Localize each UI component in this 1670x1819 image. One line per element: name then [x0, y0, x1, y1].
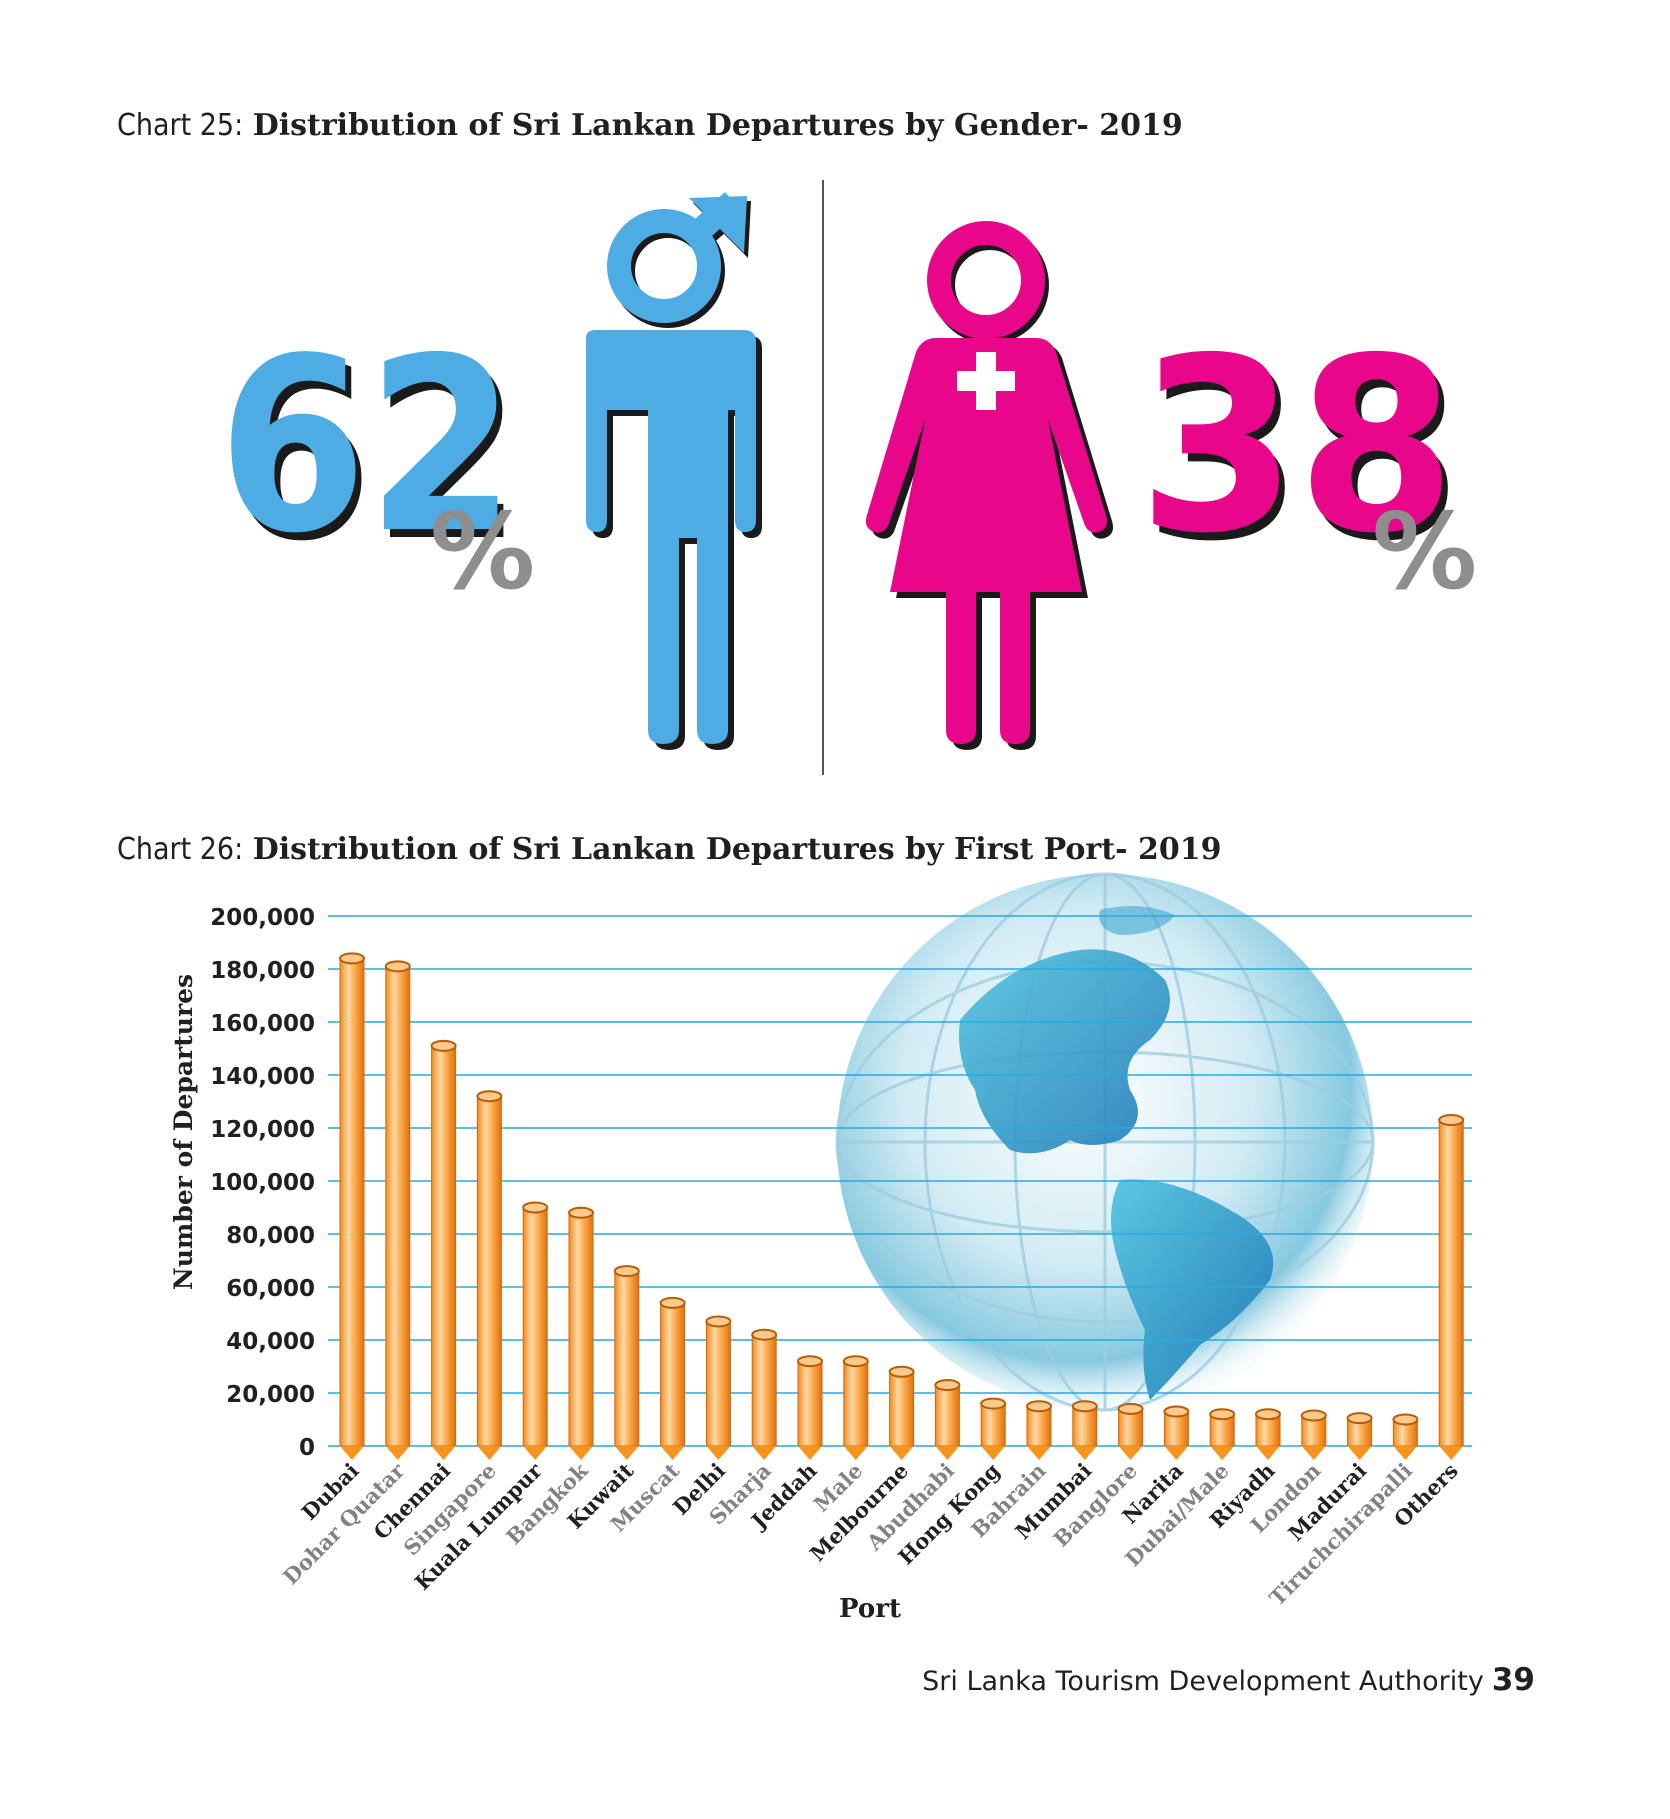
chart-26-prefix: Chart 26:: [117, 832, 244, 867]
male-symbol-icon: [607, 192, 751, 328]
x-axis-title: Port: [839, 1594, 901, 1624]
bar: [705, 1315, 732, 1460]
bar: [1346, 1412, 1373, 1460]
male-value: 62: [218, 306, 516, 586]
y-tick-label: 40,000: [226, 1329, 315, 1355]
globe-illustration: [835, 872, 1375, 1412]
woman-figure-icon: [865, 338, 1114, 750]
man-figure-icon: [586, 330, 762, 750]
male-percentage: 62 62 %: [218, 306, 535, 613]
bar: [659, 1296, 686, 1460]
y-tick-label: 0: [299, 1435, 315, 1461]
y-tick-label: 80,000: [226, 1223, 315, 1249]
bar: [1163, 1405, 1190, 1460]
y-tick-label: 160,000: [210, 1011, 315, 1037]
bar: [1026, 1400, 1052, 1460]
female-percentage: 38 38 %: [1138, 306, 1477, 613]
chart-25-title: Chart 25: Distribution of Sri Lankan Dep…: [117, 108, 1183, 143]
bar: [1209, 1408, 1236, 1460]
y-axis-title: Number of Departures: [169, 974, 198, 1290]
female-value: 38: [1138, 306, 1456, 586]
bar: [1255, 1408, 1281, 1460]
y-tick-label: 100,000: [210, 1170, 315, 1196]
bar: [934, 1379, 961, 1460]
y-tick-label: 20,000: [226, 1382, 315, 1408]
page-number: 39: [1491, 1662, 1535, 1698]
gender-infographic: 62 62 % 38 38 %: [218, 180, 1477, 775]
bar: [751, 1328, 778, 1460]
chart-26-title: Chart 26: Distribution of Sri Lankan Dep…: [117, 832, 1221, 867]
y-tick-label: 180,000: [210, 958, 315, 984]
bar: [1392, 1413, 1419, 1460]
chart-25-prefix: Chart 25:: [117, 108, 244, 143]
footer-organization: Sri Lanka Tourism Development Authority: [922, 1666, 1484, 1697]
bar: [1117, 1402, 1144, 1460]
bar: [797, 1355, 823, 1460]
y-tick-labels: 0 20,000 40,000 60,000 80,000 100,000 120,000 1…: [210, 905, 315, 1461]
bar: [1438, 1114, 1465, 1460]
female-value-shadow: 38: [1144, 314, 1462, 594]
y-tick-label: 120,000: [210, 1117, 315, 1143]
chart-26-title-text: Distribution of Sri Lankan Departures by…: [252, 832, 1222, 867]
bar: [613, 1265, 640, 1460]
bar: [522, 1201, 549, 1460]
male-percent-sign: %: [430, 491, 535, 613]
bar: [384, 960, 411, 1460]
female-percent-sign: %: [1372, 491, 1477, 613]
bars: [339, 952, 1465, 1460]
male-value-shadow: 62: [224, 314, 522, 594]
chart-25-title-text: Distribution of Sri Lankan Departures by…: [252, 108, 1183, 143]
y-tick-label: 140,000: [210, 1064, 315, 1090]
bar: [842, 1355, 869, 1460]
bar: [476, 1090, 503, 1460]
y-tick-label: 200,000: [210, 905, 315, 931]
bar: [568, 1206, 594, 1460]
bar: [1071, 1400, 1098, 1460]
bar: [1300, 1409, 1327, 1460]
female-symbol-icon: [927, 221, 1049, 344]
bar: [888, 1365, 915, 1460]
y-tick-label: 60,000: [226, 1276, 315, 1302]
bar: [980, 1397, 1007, 1460]
bar: [430, 1039, 457, 1460]
page-footer: Sri Lanka Tourism Development Authority 3…: [922, 1662, 1535, 1698]
bar: [339, 952, 365, 1460]
port-bar-chart: 0 20,000 40,000 60,000 80,000 100,000 120,000 1…: [169, 872, 1472, 1624]
y-gridlines: [328, 915, 1472, 1447]
